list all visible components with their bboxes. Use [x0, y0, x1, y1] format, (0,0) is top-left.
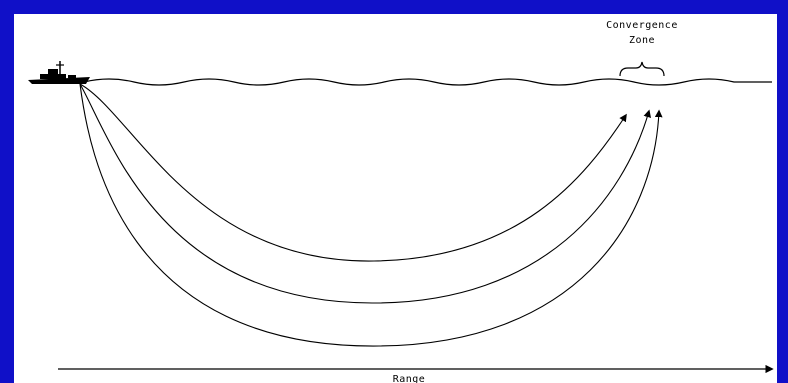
convergence-zone-diagram: Convergence Zone Range: [28, 20, 774, 383]
convergence-zone-label-line2: Zone: [629, 35, 655, 46]
ship-icon: [28, 61, 90, 84]
diagram-frame: Convergence Zone Range: [14, 14, 777, 383]
convergence-zone-label-line1: Convergence: [606, 20, 678, 31]
sea-surface: [83, 78, 772, 86]
range-label: Range: [393, 374, 426, 383]
sound-ray-middle: [79, 83, 652, 304]
convergence-zone-brace: [619, 61, 665, 77]
sound-ray-shallow: [79, 83, 627, 262]
sound-ray-deep: [79, 83, 663, 347]
